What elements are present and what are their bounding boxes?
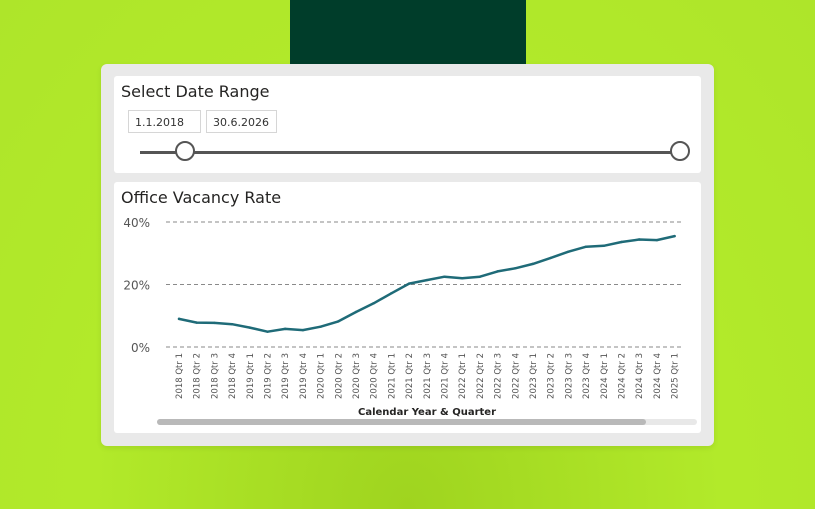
header-tab-block xyxy=(290,0,526,66)
data-point xyxy=(602,244,605,247)
x-tick-label: 2018 Qtr 2 xyxy=(193,353,203,399)
slider-track[interactable] xyxy=(140,151,682,154)
x-tick-label: 2021 Qtr 1 xyxy=(387,353,397,399)
x-tick-label: 2020 Qtr 1 xyxy=(317,353,327,399)
x-tick-label: 2024 Qtr 1 xyxy=(600,353,610,399)
data-point xyxy=(531,262,535,266)
y-tick-label: 20% xyxy=(123,279,150,293)
slider-end-handle[interactable] xyxy=(670,141,690,161)
date-range-slicer: Select Date Range 1.1.2018 30.6.2026 xyxy=(114,76,701,173)
vacancy-chart-card: Office Vacancy Rate 0% 20% 40% 2018 Qtr 1 20… xyxy=(114,182,701,433)
x-tick-label: 2018 Qtr 1 xyxy=(175,353,185,399)
data-point xyxy=(177,317,181,321)
data-point xyxy=(496,270,499,273)
x-tick-label: 2018 Qtr 4 xyxy=(228,353,238,399)
x-tick-label: 2021 Qtr 2 xyxy=(405,353,415,399)
data-point xyxy=(584,245,588,248)
series-line xyxy=(177,234,676,333)
data-point xyxy=(425,278,428,282)
x-tick-label: 2023 Qtr 4 xyxy=(582,353,592,399)
x-tick-label: 2020 Qtr 2 xyxy=(334,353,344,399)
data-point xyxy=(390,292,393,295)
data-point xyxy=(319,325,322,328)
start-date-input[interactable]: 1.1.2018 xyxy=(128,110,201,133)
x-axis-label: Calendar Year & Quarter xyxy=(358,407,496,418)
data-point xyxy=(337,320,340,323)
data-point xyxy=(354,310,358,314)
x-tick-label: 2021 Qtr 4 xyxy=(441,353,451,399)
report-canvas: Select Date Range 1.1.2018 30.6.2026 Off… xyxy=(101,64,714,446)
slicer-title: Select Date Range xyxy=(121,82,270,101)
data-point xyxy=(478,275,482,278)
x-tick-label: 2022 Qtr 1 xyxy=(458,353,468,399)
data-point xyxy=(230,322,234,326)
x-tick-label: 2024 Qtr 4 xyxy=(653,353,663,399)
data-point xyxy=(443,275,446,278)
data-point xyxy=(248,326,251,329)
data-point xyxy=(195,321,198,324)
line-chart: 0% 20% 40% 2018 Qtr 1 2018 Qtr 2 2018 Qtr 3 20… xyxy=(123,216,684,418)
x-tick-label: 2020 Qtr 4 xyxy=(370,353,380,399)
data-point xyxy=(213,321,216,325)
y-tick-label: 0% xyxy=(131,341,150,355)
data-point xyxy=(461,277,464,280)
data-point xyxy=(407,282,411,285)
x-tick-label: 2019 Qtr 2 xyxy=(264,353,274,399)
data-point xyxy=(655,238,659,242)
x-tick-label: 2019 Qtr 3 xyxy=(281,353,291,399)
data-point xyxy=(514,267,517,270)
y-tick-label: 40% xyxy=(123,216,150,230)
data-point xyxy=(301,328,305,332)
chart-title: Office Vacancy Rate xyxy=(121,188,282,207)
data-point xyxy=(638,238,641,241)
x-tick-label: 2023 Qtr 3 xyxy=(564,353,574,399)
data-point xyxy=(372,302,375,305)
data-point xyxy=(620,240,623,244)
x-tick-label: 2022 Qtr 3 xyxy=(494,353,504,399)
horizontal-scrollbar[interactable] xyxy=(157,419,697,425)
x-tick-label: 2019 Qtr 4 xyxy=(299,353,309,399)
data-point xyxy=(266,330,269,333)
slider-start-handle[interactable] xyxy=(175,141,195,161)
x-tick-label: 2018 Qtr 3 xyxy=(210,353,220,399)
data-point xyxy=(567,250,570,253)
scrollbar-thumb[interactable] xyxy=(157,419,646,425)
x-tick-label: 2024 Qtr 3 xyxy=(635,353,645,399)
x-tick-label: 2023 Qtr 1 xyxy=(529,353,539,399)
end-date-input[interactable]: 30.6.2026 xyxy=(206,110,277,133)
data-point xyxy=(549,256,552,260)
x-tick-label: 2020 Qtr 3 xyxy=(352,353,362,399)
x-tick-label: 2025 Qtr 1 xyxy=(671,353,681,399)
x-tick-label: 2024 Qtr 2 xyxy=(618,353,628,399)
x-tick-label: 2021 Qtr 3 xyxy=(423,353,433,399)
data-point xyxy=(673,234,676,238)
x-tick-label: 2019 Qtr 1 xyxy=(246,353,256,399)
x-tick-label: 2022 Qtr 4 xyxy=(511,353,521,399)
x-tick-label: 2023 Qtr 2 xyxy=(547,353,557,399)
x-tick-label: 2022 Qtr 2 xyxy=(476,353,486,399)
data-point xyxy=(284,327,287,331)
